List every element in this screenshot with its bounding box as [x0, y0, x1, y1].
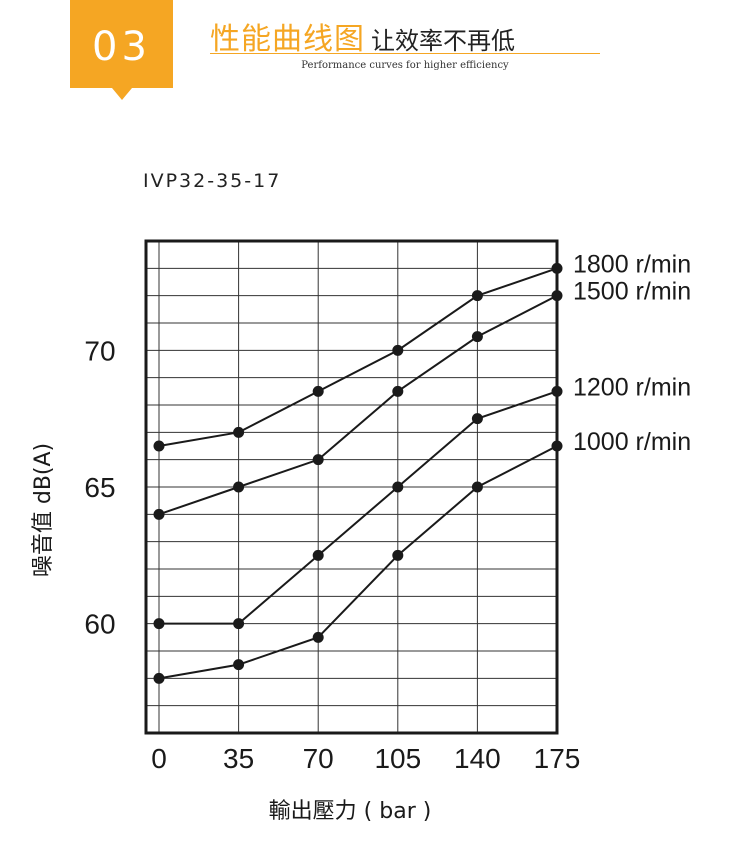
x-tick-label: 140 — [454, 743, 501, 774]
series-line — [158, 267, 558, 447]
data-point — [392, 481, 404, 493]
data-point — [551, 290, 563, 302]
badge-notch — [112, 88, 132, 100]
data-point — [312, 385, 324, 397]
series-line — [158, 445, 558, 680]
data-point — [153, 508, 165, 520]
series-label: 1000 r/min — [573, 428, 691, 456]
data-point — [312, 631, 324, 643]
x-tick-label: 70 — [303, 743, 334, 774]
data-point — [471, 290, 483, 302]
data-point — [312, 454, 324, 466]
data-point — [471, 413, 483, 425]
data-point — [312, 549, 324, 561]
data-point — [153, 440, 165, 452]
x-tick-label: 35 — [223, 743, 254, 774]
title-underline — [210, 53, 600, 54]
title-sub: 让效率不再低 — [371, 27, 515, 55]
x-tick-label: 175 — [534, 743, 581, 774]
plot-frame — [144, 239, 559, 735]
series-line — [159, 390, 558, 625]
data-point — [233, 426, 245, 438]
x-axis-label: 輸出壓力 ( bar ) — [269, 799, 432, 824]
data-point — [233, 481, 245, 493]
data-point — [551, 385, 563, 397]
y-tick-label: 70 — [84, 335, 115, 366]
y-axis-label: 噪音值 dB(A) — [31, 443, 56, 577]
data-point — [392, 549, 404, 561]
section-number-badge — [70, 0, 173, 88]
series-label: 1500 r/min — [573, 278, 691, 306]
series-label: 1200 r/min — [573, 373, 691, 401]
data-point — [392, 385, 404, 397]
data-point — [471, 331, 483, 343]
x-tick-label: 0 — [151, 743, 167, 774]
series-line — [158, 294, 558, 516]
data-point — [471, 481, 483, 493]
title-english: Performance curves for higher efficiency — [301, 60, 509, 71]
title-main: 性能曲线图 — [210, 22, 365, 57]
data-point — [233, 659, 245, 671]
data-point — [153, 618, 165, 630]
section-number: 03 — [92, 24, 151, 70]
data-point — [551, 262, 563, 274]
data-point — [233, 618, 245, 630]
data-point — [392, 344, 404, 356]
x-tick-label: 105 — [374, 743, 421, 774]
data-point — [551, 440, 563, 452]
series-label: 1800 r/min — [573, 250, 691, 278]
chart-title: IVP32-35-17 — [143, 170, 282, 192]
y-tick-label: 60 — [84, 609, 115, 640]
y-tick-label: 65 — [84, 472, 115, 503]
data-point — [153, 672, 165, 684]
section-title: 性能曲线图 让效率不再低 — [210, 14, 600, 58]
